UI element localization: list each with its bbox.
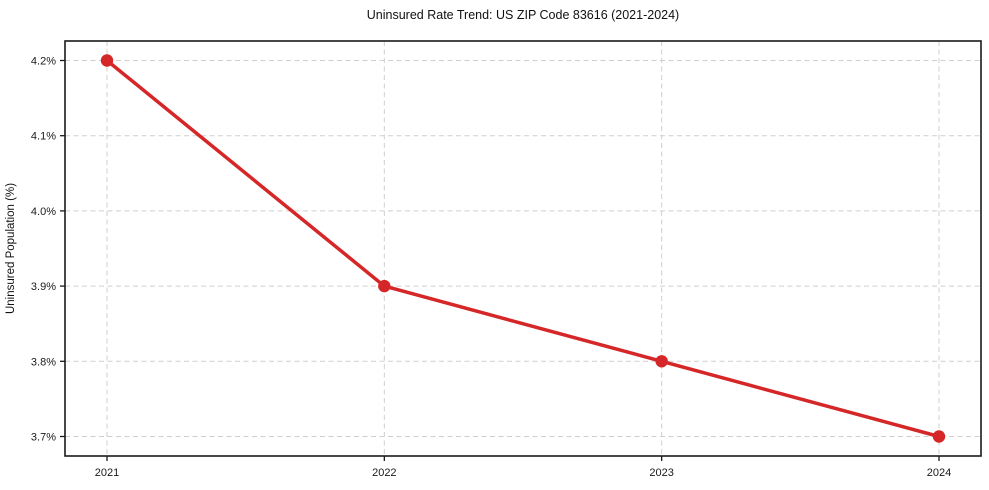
x-tick-label: 2023 — [649, 467, 673, 479]
y-tick-label: 4.2% — [31, 56, 56, 68]
data-point-2021 — [100, 54, 114, 67]
y-tick-label: 4.1% — [31, 131, 56, 143]
x-tick-label: 2022 — [372, 467, 396, 479]
data-point-2022 — [378, 279, 391, 293]
x-tick-label: 2024 — [927, 467, 951, 479]
y-tick-label: 3.9% — [31, 281, 56, 293]
plot-frame — [64, 40, 982, 457]
y-tick-label: 3.8% — [31, 356, 56, 368]
y-tick-label: 3.7% — [31, 432, 56, 444]
grid — [65, 41, 981, 456]
chart-title: Uninsured Rate Trend: US ZIP Code 83616 … — [367, 8, 679, 22]
data-point-2024 — [932, 430, 946, 443]
x-tick-label: 2021 — [95, 467, 119, 479]
data-point-2023 — [655, 355, 668, 368]
y-tick-label: 4.0% — [31, 206, 56, 218]
trend-line — [105, 58, 941, 439]
y-axis-label: Uninsured Population (%) — [5, 183, 17, 314]
